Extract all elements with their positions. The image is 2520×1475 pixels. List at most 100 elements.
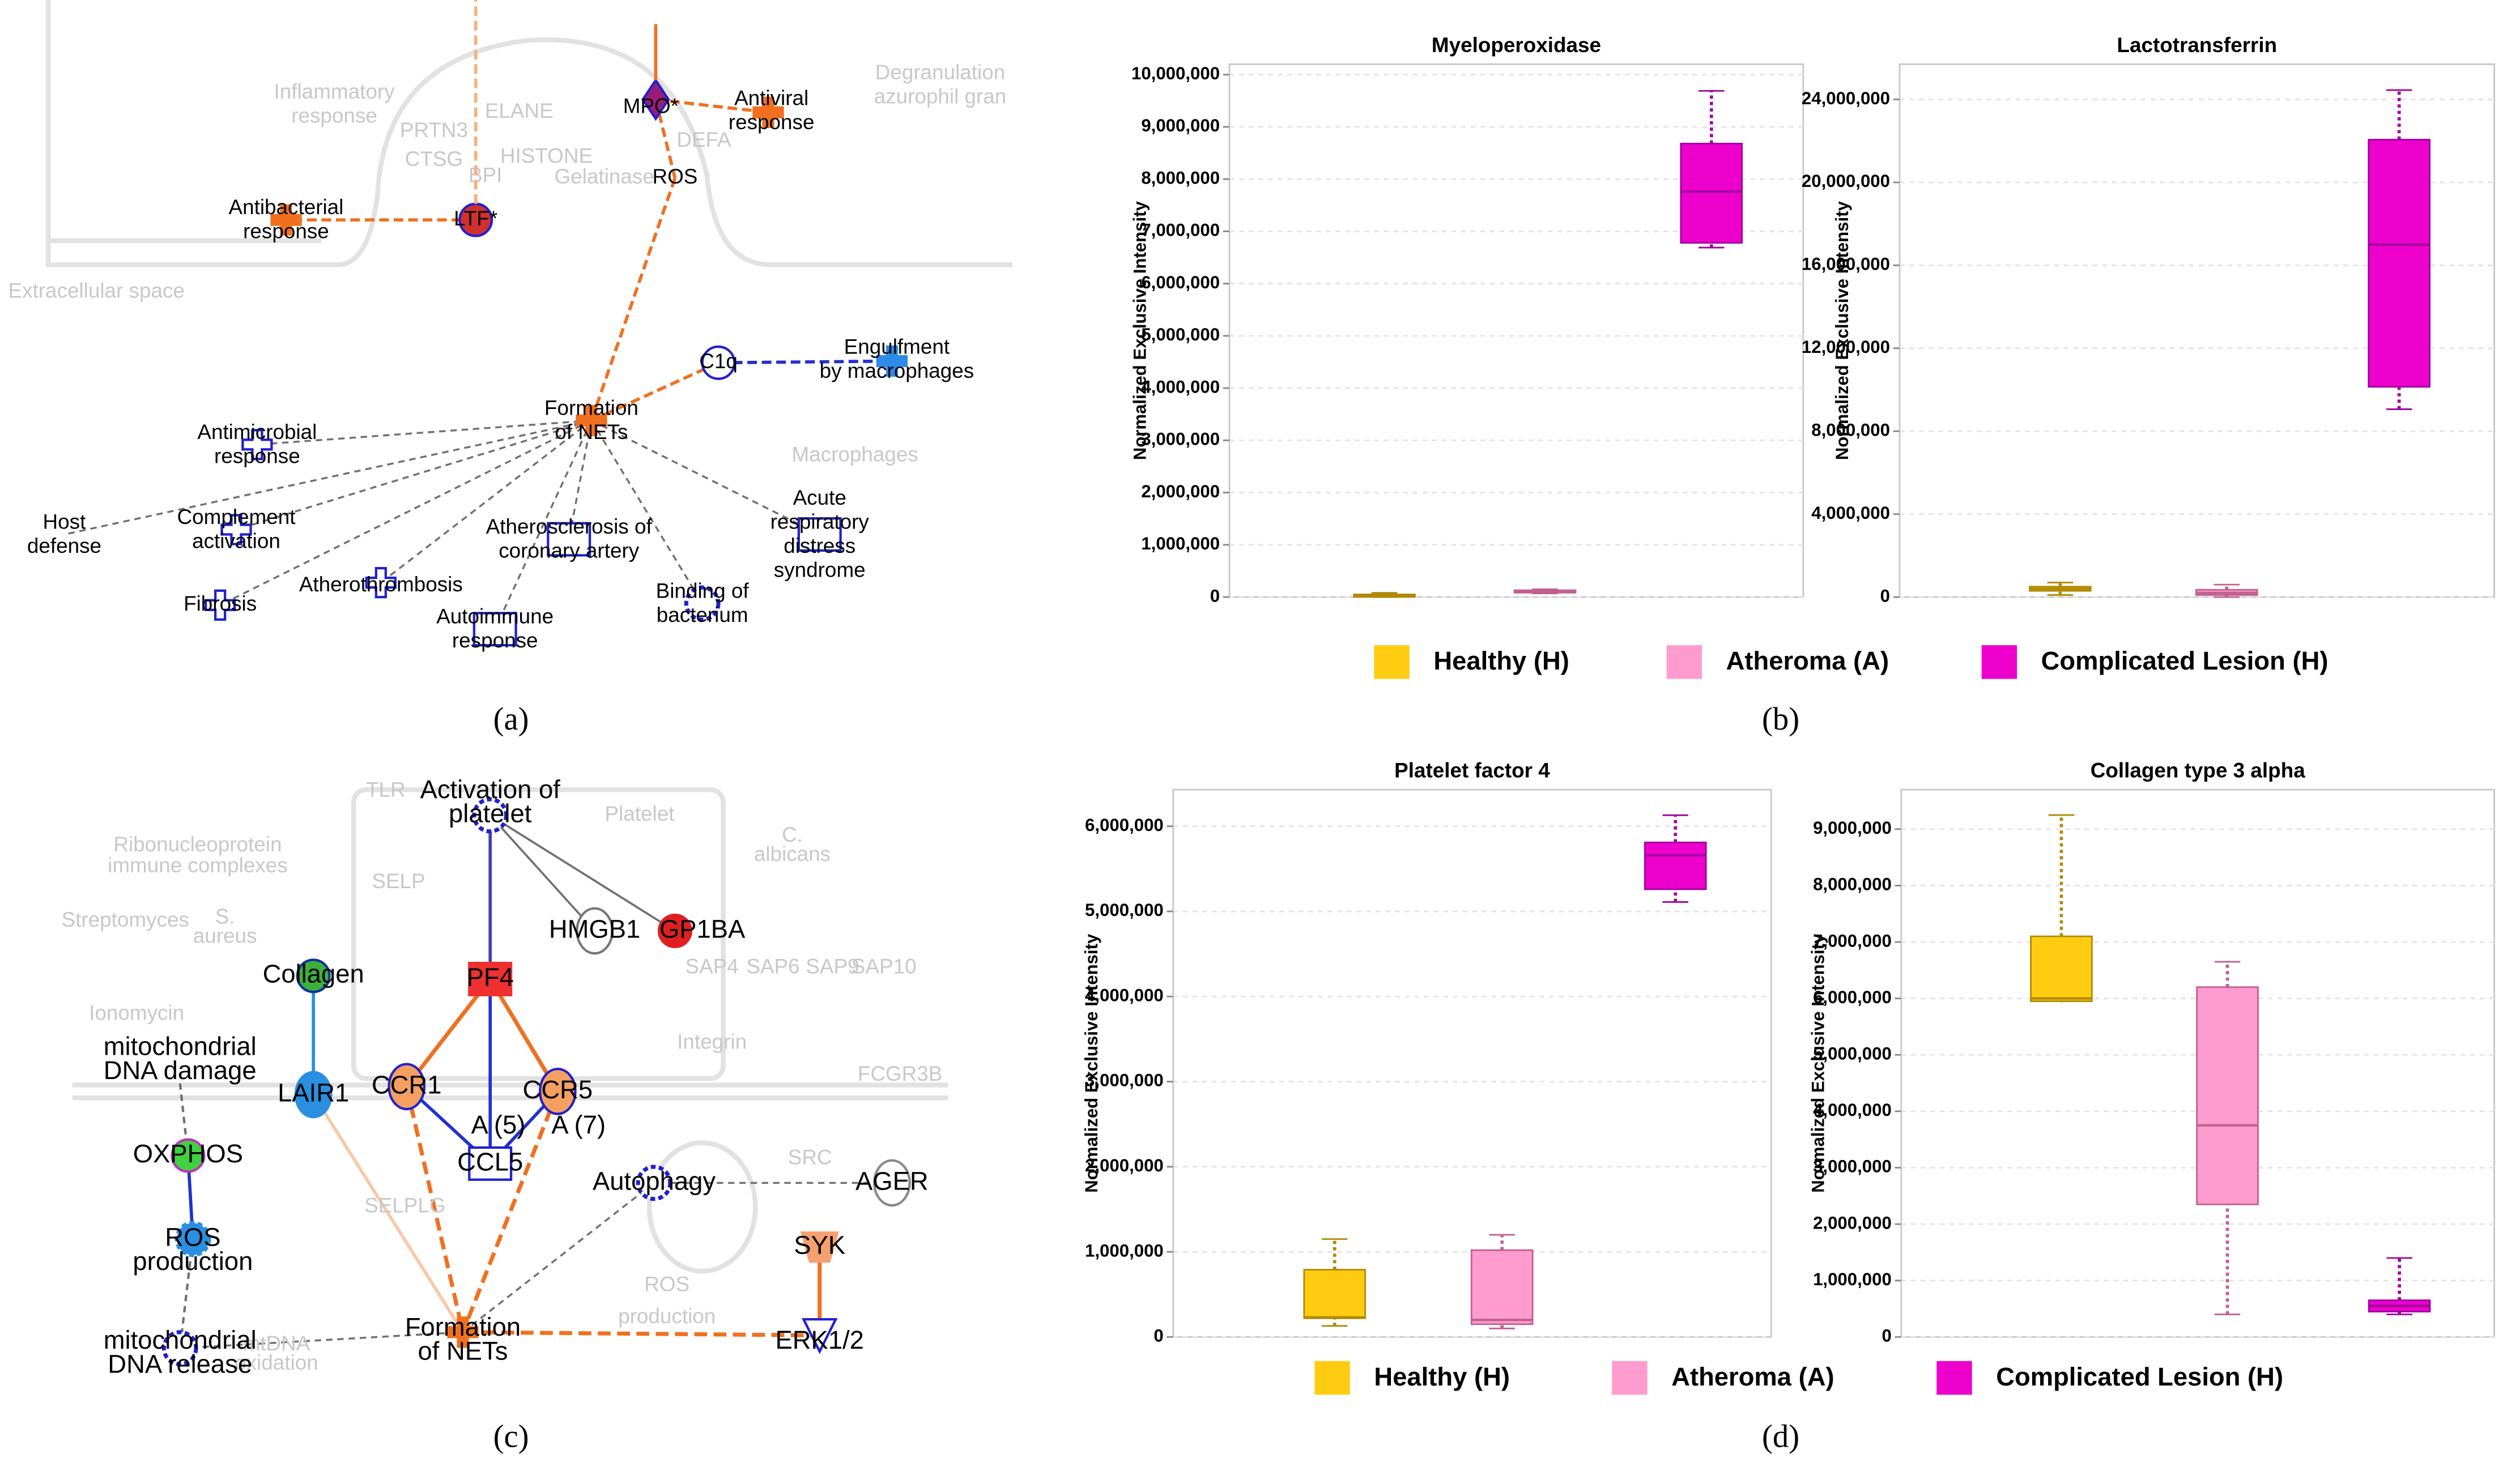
node-label: Collagen (263, 960, 364, 988)
y-tick-label: 20,000,000 (1802, 171, 1890, 191)
node-shape (797, 517, 842, 552)
y-axis-label: Normalized Exclusive Intensity (1808, 933, 1828, 1193)
legend-label: Atheroma (A) (1726, 646, 1889, 675)
background-label: DEFA (676, 128, 731, 151)
node-shape (472, 612, 517, 647)
node-label: coronary artery (499, 539, 639, 562)
edge (236, 419, 592, 531)
node-label: distress (784, 534, 855, 557)
edge (590, 177, 677, 421)
y-tick-label: 9,000,000 (1141, 116, 1220, 135)
legend-label: Atheroma (A) (1671, 1362, 1834, 1391)
chart-title: Myeloperoxidase (1432, 33, 1601, 57)
edge (180, 1331, 463, 1349)
edge (461, 1090, 560, 1333)
background-label: oxidation (235, 1351, 318, 1374)
node-label: LAIR1 (278, 1078, 349, 1107)
node-shape (539, 1067, 577, 1115)
background-label: Ionomycin (89, 1001, 184, 1025)
node-label: LTF* (454, 207, 497, 230)
box (1680, 143, 1743, 244)
membrane-a (45, 0, 1013, 267)
y-tick-label: 0 (1153, 1326, 1163, 1346)
node-shape (241, 429, 273, 461)
node-shape (220, 514, 252, 545)
node-label: syndrome (774, 558, 866, 581)
node-label: response (452, 629, 538, 652)
node-label: Antibacterial (229, 195, 344, 219)
y-tick-label: 10,000,000 (1131, 63, 1220, 83)
background-label: production (618, 1305, 716, 1328)
background-label: Streptomyces (62, 908, 189, 931)
node-label: of NETs (555, 420, 628, 444)
y-tick-label: 4,000,000 (1141, 377, 1220, 397)
edge (312, 1093, 465, 1333)
node-label: Complement (177, 505, 296, 528)
y-tick-label: 8,000,000 (1811, 420, 1890, 440)
y-axis-label: Normalized Exclusive Intensity (1130, 201, 1150, 461)
background-label: C. (782, 823, 803, 846)
node-shape (800, 1231, 839, 1263)
background-label: Ribonucleoprotein (113, 833, 282, 856)
node-shape (876, 345, 908, 377)
background-label: SAP9 (806, 954, 859, 978)
node-label: Binding of (656, 579, 750, 602)
y-tick-label: 6,000,000 (1813, 987, 1892, 1007)
background-label: SRC (788, 1146, 832, 1169)
y-tick-label: 7,000,000 (1141, 220, 1220, 240)
legend-label: Complicated Lesion (H) (2041, 646, 2329, 675)
background-label: ELANE (485, 99, 554, 122)
node-shape (657, 913, 692, 948)
node-label: of NETs (418, 1337, 508, 1366)
node-shape (472, 797, 509, 834)
edge (590, 361, 720, 422)
legend-label: Healthy (H) (1433, 646, 1569, 675)
background-label: FCGR3B (858, 1062, 943, 1085)
node-label: Formation (544, 396, 638, 419)
box (2196, 986, 2259, 1205)
node-label: AGER (855, 1166, 929, 1195)
y-tick-label: 9,000,000 (1813, 818, 1892, 838)
legend-swatch (1936, 1361, 1972, 1395)
y-tick-label: 0 (1210, 586, 1220, 606)
y-tick-label: 1,000,000 (1141, 534, 1220, 553)
y-axis-label: Normalized Exclusive Intensity (1832, 201, 1852, 461)
node-label: ROS (165, 1222, 220, 1251)
edge (591, 419, 820, 536)
node-label: respiratory (771, 510, 870, 533)
node-shape (636, 1165, 672, 1201)
node-label: response (243, 220, 329, 243)
y-tick-label: 4,000,000 (1813, 1100, 1892, 1120)
background-label: PRTN3 (400, 118, 468, 142)
box (2030, 935, 2093, 1003)
node-label: activation (192, 529, 280, 552)
background-label: immune complexes (108, 854, 288, 877)
y-axis-label: Normalized Exclusive Intensity (1082, 933, 1101, 1193)
edge (178, 1239, 194, 1349)
chart-title: Platelet factor 4 (1394, 759, 1550, 782)
node-label: ROS (652, 165, 697, 188)
background-label: mtDNA (243, 1332, 310, 1355)
node-label: Engulfment (844, 335, 950, 359)
y-tick-label: 7,000,000 (1813, 931, 1892, 950)
node-label: Atherothrombosis (299, 573, 463, 596)
edge (405, 978, 492, 1088)
panel-label: (d) (1762, 1419, 1799, 1455)
node-shape (801, 1318, 838, 1354)
edge (219, 419, 592, 606)
node-label: C1q (699, 349, 738, 373)
node-label: response (729, 110, 815, 134)
node-label: CCL5 (457, 1147, 523, 1176)
y-tick-label: 1,000,000 (1813, 1269, 1892, 1289)
background-label: Platelet (605, 802, 675, 825)
background-label: S. (215, 905, 235, 928)
y-tick-label: 2,000,000 (1085, 1156, 1164, 1175)
node-label: CCR5 (523, 1075, 593, 1104)
background-label: SAP4 (686, 954, 739, 978)
node-shape (684, 585, 721, 622)
node-label: Antiviral (734, 86, 808, 109)
node-label: Acute (793, 486, 846, 509)
edge (489, 814, 676, 932)
y-tick-label: 24,000,000 (1802, 88, 1890, 108)
